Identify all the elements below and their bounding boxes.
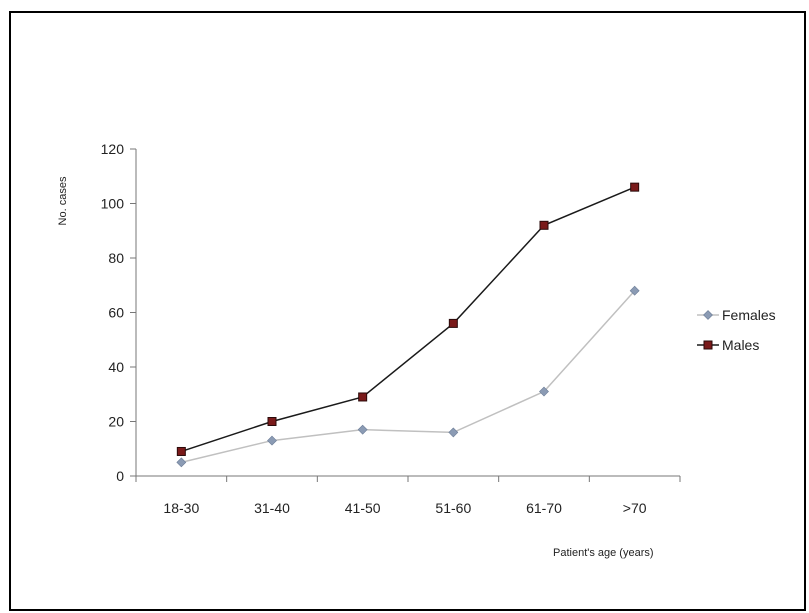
- series-lines: [181, 186, 636, 464]
- data-point-males: [539, 220, 549, 230]
- chart-frame: [9, 11, 806, 611]
- y-tick-label: 120: [101, 141, 125, 157]
- y-tick-label: 0: [116, 468, 124, 484]
- x-axis-label: Patient's age (years): [553, 547, 654, 559]
- x-tick-label: 18-30: [163, 500, 199, 516]
- data-point-males: [267, 417, 277, 426]
- data-point-females: [357, 424, 368, 435]
- y-tick-label: 20: [108, 414, 124, 430]
- x-tick-label: 31-40: [254, 500, 290, 516]
- y-tick-label: 60: [108, 305, 124, 321]
- data-point-females: [629, 285, 640, 296]
- legend: Females Males: [697, 307, 776, 353]
- x-tick-label: 41-50: [345, 500, 381, 516]
- data-point-males: [448, 318, 458, 328]
- series-markers: [176, 182, 640, 468]
- x-tick-label: 51-60: [435, 500, 471, 516]
- data-point-males: [630, 182, 640, 192]
- series-line-females: [181, 290, 636, 464]
- axes: [130, 148, 681, 482]
- y-tick-label: 80: [108, 250, 124, 266]
- legend-marker-males: [703, 340, 713, 350]
- y-axis-label: No. cases: [57, 176, 69, 225]
- x-tick-label: 61-70: [526, 500, 562, 516]
- data-point-females: [267, 435, 277, 446]
- data-point-females: [176, 457, 187, 468]
- legend-label-males: Males: [722, 337, 759, 353]
- y-tick-label: 40: [108, 359, 124, 375]
- y-tick-label: 100: [101, 196, 125, 212]
- x-tick-labels: 18-30 31-40 41-50 51-60 61-70 >70: [163, 500, 646, 516]
- series-line-males: [181, 186, 635, 453]
- legend-label-females: Females: [722, 307, 776, 323]
- data-point-females: [448, 427, 459, 438]
- data-point-males: [358, 392, 368, 402]
- data-point-males: [176, 446, 186, 456]
- x-tick-label: >70: [623, 500, 647, 516]
- y-tick-labels: 0 20 40 60 80 100 120: [101, 141, 125, 484]
- legend-marker-females: [703, 310, 713, 320]
- data-point-females: [539, 386, 549, 397]
